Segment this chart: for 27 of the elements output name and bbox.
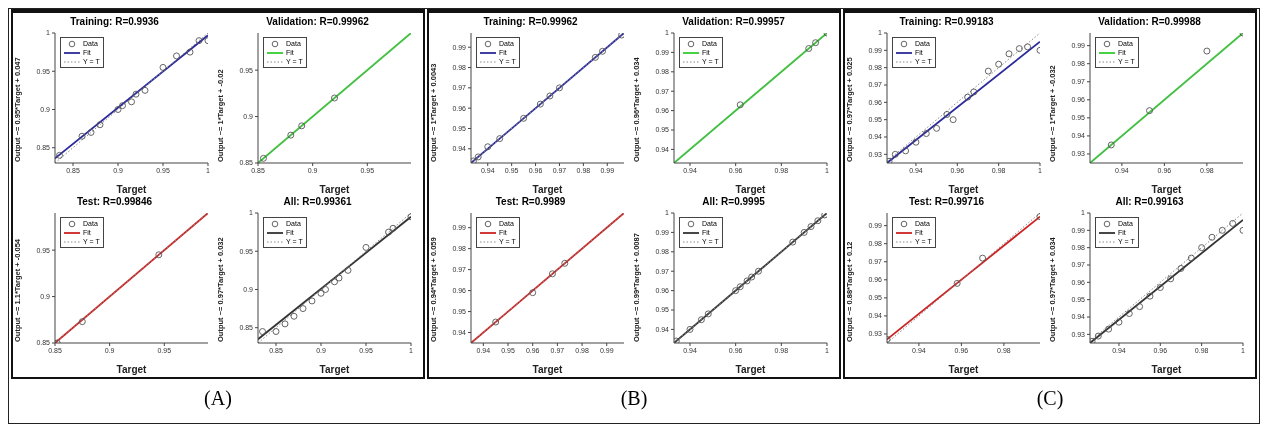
text: (A)	[204, 387, 232, 409]
x-axis-title: Target	[116, 364, 148, 375]
x-axis-title: Target	[1151, 184, 1183, 195]
chart-title: Validation: R=0.99988	[1097, 15, 1202, 29]
chart-title: Training: R=0.9936	[69, 15, 160, 29]
x-axis-title: Target	[948, 364, 980, 375]
chart-title: Test: R=0.99846	[75, 195, 154, 209]
text: (C)	[1036, 387, 1064, 409]
chart-title: Test: R=0.99716	[907, 195, 986, 209]
chart-title: All: R=0.99361	[282, 195, 353, 209]
x-axis-title: Target	[116, 184, 148, 195]
chart-title: Training: R=0.99962	[482, 15, 579, 29]
text: (B)	[620, 387, 648, 409]
x-axis-title: Target	[948, 184, 980, 195]
chart-title: Validation: R=0.99962	[265, 15, 370, 29]
x-axis-title: Target	[735, 184, 767, 195]
x-axis-title: Target	[1151, 364, 1183, 375]
chart-title: Validation: R=0.99957	[681, 15, 786, 29]
x-axis-title: Target	[319, 184, 351, 195]
x-axis-title: Target	[735, 364, 767, 375]
x-axis-title: Target	[532, 184, 564, 195]
chart-title: All: R=0.99163	[1114, 195, 1185, 209]
chart-title: All: R=0.9995	[701, 195, 766, 209]
chart-title: Test: R=0.9989	[494, 195, 567, 209]
chart-title: Training: R=0.99183	[898, 15, 995, 29]
x-axis-title: Target	[319, 364, 351, 375]
x-axis-title: Target	[532, 364, 564, 375]
